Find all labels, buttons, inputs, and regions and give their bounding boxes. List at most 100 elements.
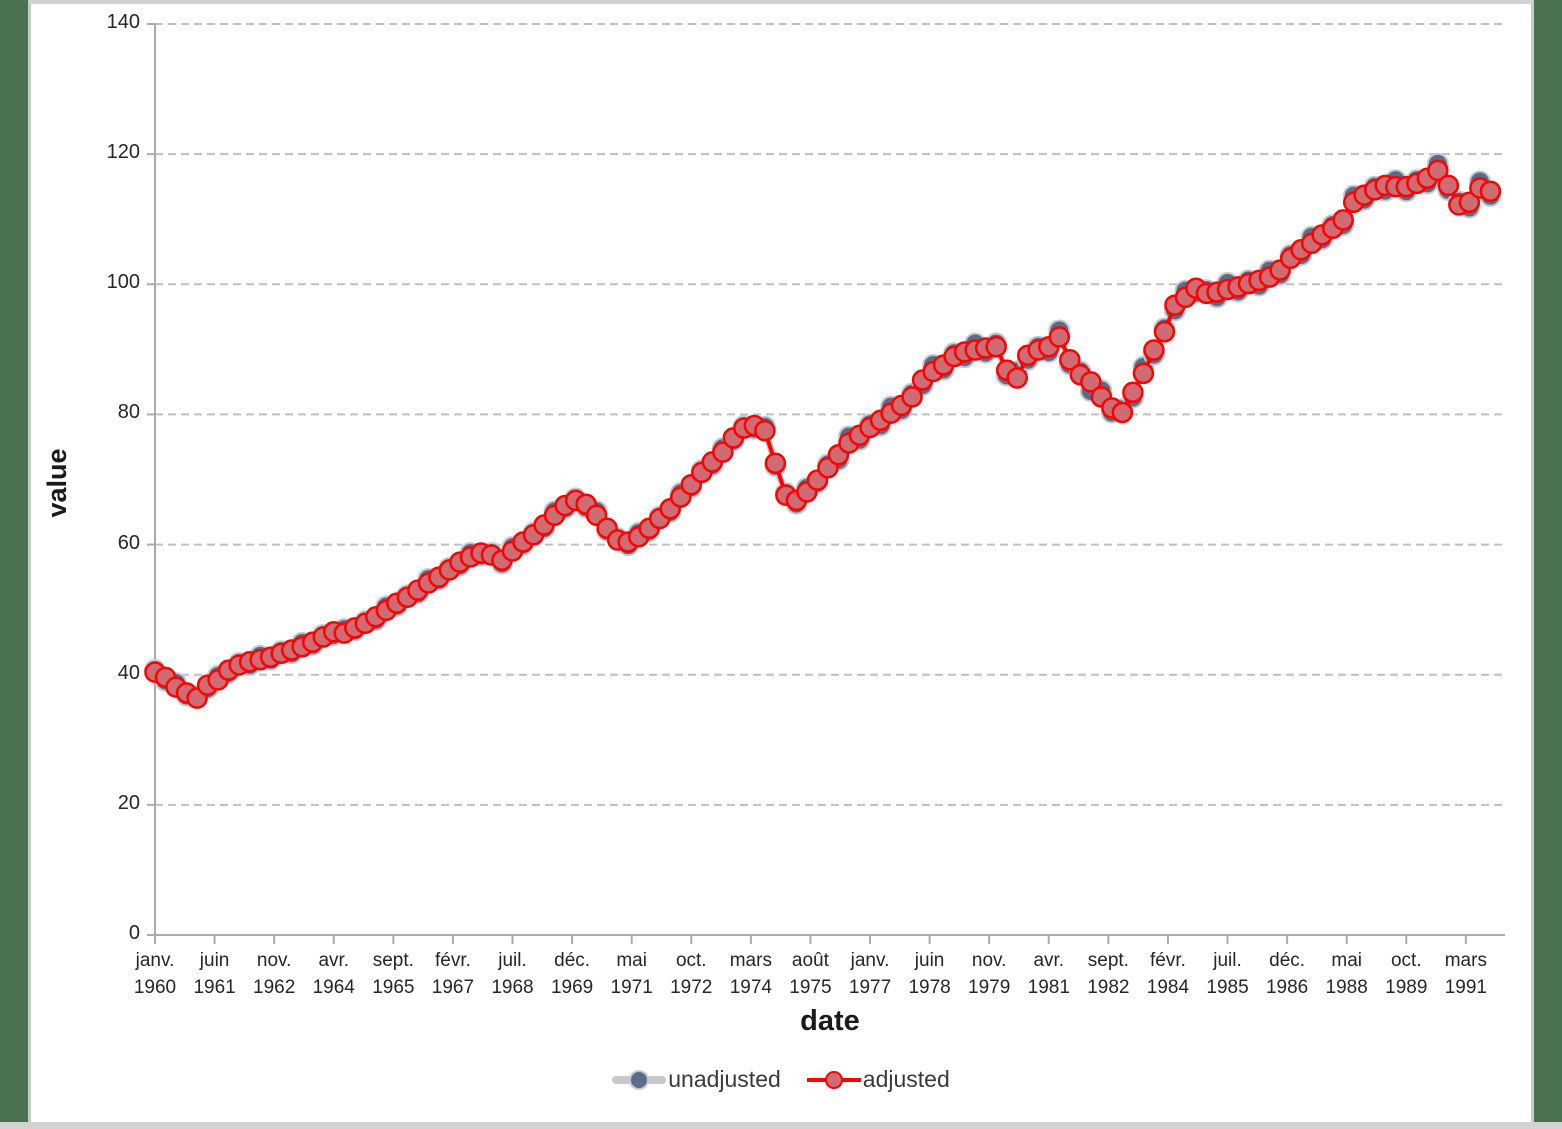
x-tick-month: avr. [1033, 950, 1065, 971]
x-tick-year: 1985 [1206, 977, 1249, 998]
x-tick-label-mars-1974: mars 1974 [705, 947, 797, 1001]
x-tick-month: juil. [498, 950, 527, 971]
adjusted-marker [1479, 180, 1502, 202]
legend-label-unadjusted: unadjusted [668, 1066, 781, 1092]
x-tick-year: 1989 [1385, 977, 1428, 998]
x-tick-year: 1982 [1087, 977, 1130, 998]
adjusted-marker [1111, 401, 1134, 424]
bottom-border-bar [0, 1122, 1562, 1129]
x-tick-month: janv. [135, 950, 175, 971]
y-axis-title: value [41, 448, 72, 518]
adjusted-marker [1458, 191, 1481, 214]
legend-item-adjusted: adjusted [806, 1066, 950, 1093]
adjusted-marker [764, 452, 787, 474]
x-tick-label-juin-1978: juin 1978 [884, 947, 976, 1001]
x-tick-label-oct.-1972: oct. 1972 [645, 947, 737, 1001]
x-tick-month: janv. [850, 950, 890, 971]
adjusted-marker [985, 336, 1007, 358]
x-tick-year: 1979 [968, 977, 1011, 998]
x-tick-label-mai-1971: mai 1971 [586, 947, 678, 1001]
x-tick-month: mars [729, 950, 772, 971]
x-tick-month: nov. [256, 950, 292, 971]
x-tick-year: 1975 [789, 977, 832, 998]
x-tick-label-oct.-1989: oct. 1989 [1360, 947, 1452, 1001]
x-tick-month: déc. [554, 950, 591, 971]
x-tick-month: févr. [1149, 950, 1186, 971]
x-tick-month: juin [199, 950, 230, 971]
x-tick-year: 1974 [729, 977, 772, 998]
x-tick-month: déc. [1269, 950, 1306, 971]
y-tick-label-80: 80 [117, 401, 140, 424]
x-tick-year: 1965 [372, 977, 415, 998]
x-tick-label-mars-1991: mars 1991 [1420, 947, 1512, 1001]
legend-label-adjusted: adjusted [862, 1066, 950, 1092]
x-tick-year: 1984 [1146, 977, 1190, 998]
adjusted-marker [1427, 159, 1449, 182]
x-tick-label-juil.-1968: juil. 1968 [467, 947, 559, 1001]
y-tick-label-40: 40 [117, 661, 140, 684]
x-tick-year: 1986 [1265, 977, 1309, 998]
x-tick-label-nov.-1962: nov. 1962 [228, 947, 320, 1001]
x-tick-label-août-1975: août 1975 [764, 947, 856, 1001]
adjusted-marker [754, 419, 776, 442]
x-tick-month: avr. [318, 950, 350, 971]
x-tick-month: sept. [1087, 950, 1129, 971]
x-tick-year: 1969 [550, 977, 594, 998]
adjusted-marker [1132, 362, 1155, 385]
x-tick-month: nov. [971, 950, 1007, 971]
x-tick-year: 1972 [670, 977, 713, 998]
x-tick-year: 1967 [431, 977, 475, 998]
adjusted-marker [1080, 371, 1102, 393]
x-tick-year: 1991 [1444, 977, 1487, 998]
x-tick-month: août [791, 950, 829, 971]
x-tick-month: mai [1331, 950, 1362, 971]
x-tick-label-sept.-1982: sept. 1982 [1062, 947, 1154, 1001]
x-tick-year: 1977 [848, 977, 892, 998]
y-tick-label-60: 60 [117, 531, 140, 554]
adjusted-marker [1332, 209, 1354, 231]
x-tick-year: 1981 [1027, 977, 1070, 998]
unadjusted-line-marker-icon [612, 1069, 667, 1091]
x-tick-year: 1971 [610, 977, 653, 998]
x-tick-label-avr.-1964: avr. 1964 [288, 947, 380, 1001]
legend: unadjusted adjusted [0, 1066, 1562, 1093]
x-tick-label-mai-1988: mai 1988 [1301, 947, 1393, 1001]
x-tick-label-juil.-1985: juil. 1985 [1182, 947, 1274, 1001]
x-tick-year: 1964 [312, 977, 355, 998]
x-tick-label-janv.-1960: janv. 1960 [109, 947, 201, 1001]
x-tick-label-nov.-1979: nov. 1979 [943, 947, 1035, 1001]
x-tick-year: 1961 [193, 977, 236, 998]
x-tick-label-sept.-1965: sept. 1965 [347, 947, 439, 1001]
adjusted-marker [1006, 367, 1028, 389]
x-tick-year: 1978 [908, 977, 951, 998]
legend-item-unadjusted: unadjusted [612, 1066, 781, 1093]
adjusted-marker [1153, 321, 1176, 343]
y-tick-label-120: 120 [106, 141, 140, 164]
x-tick-month: juil. [1213, 950, 1242, 971]
adjusted-marker [1048, 326, 1071, 348]
x-tick-label-déc.-1986: déc. 1986 [1241, 947, 1333, 1001]
y-tick-label-20: 20 [117, 791, 140, 814]
x-tick-label-juin-1961: juin 1961 [169, 947, 261, 1001]
x-tick-label-janv.-1977: janv. 1977 [824, 947, 916, 1001]
adjusted-marker [1122, 381, 1144, 404]
unadjusted-line [152, 160, 1494, 700]
x-tick-year: 1968 [491, 977, 534, 998]
x-tick-month: sept. [372, 950, 414, 971]
x-tick-month: oct. [1390, 950, 1422, 971]
y-tick-label-0: 0 [128, 922, 140, 944]
x-axis-title: date [800, 1005, 860, 1037]
adjusted-marker [901, 386, 923, 408]
x-tick-label-févr.-1984: févr. 1984 [1122, 947, 1214, 1001]
adjusted-marker [1059, 349, 1081, 371]
x-tick-year: 1962 [253, 977, 296, 998]
x-tick-month: mars [1444, 950, 1487, 971]
adjusted-marker [1437, 174, 1460, 197]
x-tick-month: oct. [675, 950, 707, 971]
adjusted-marker [1143, 339, 1165, 361]
y-tick-label-140: 140 [106, 11, 140, 33]
x-tick-label-févr.-1967: févr. 1967 [407, 947, 499, 1001]
x-tick-month: mai [616, 950, 647, 971]
